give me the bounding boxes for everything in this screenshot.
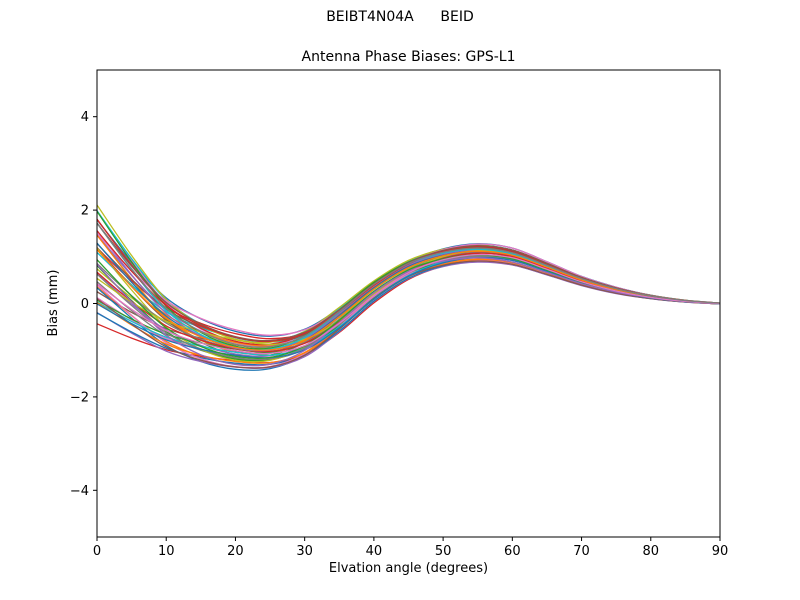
series-line <box>97 254 720 360</box>
x-tick-label-80: 80 <box>643 544 660 559</box>
series-line <box>97 222 720 342</box>
y-tick-label-4: 4 <box>81 110 89 125</box>
x-tick-label-20: 20 <box>227 544 244 559</box>
x-tick-label-50: 50 <box>435 544 452 559</box>
x-axis-label: Elvation angle (degrees) <box>328 561 489 576</box>
series-line <box>97 257 720 367</box>
x-tick-label-40: 40 <box>366 544 383 559</box>
x-tick-label-60: 60 <box>504 544 521 559</box>
series-line <box>97 260 720 371</box>
axes-box <box>96 69 721 538</box>
x-tick-label-70: 70 <box>573 544 590 559</box>
series-group <box>97 204 720 371</box>
axes-title: Antenna Phase Biases: GPS-L1 <box>301 49 516 65</box>
y-axis-label: Bias (mm) <box>46 269 61 337</box>
y-tick-label--2: −2 <box>70 390 89 405</box>
x-tick-label-30: 30 <box>296 544 313 559</box>
x-tick-label-0: 0 <box>93 544 101 559</box>
x-tick-label-90: 90 <box>712 544 729 559</box>
figure-suptitle: BEIBT4N04A BEID <box>326 9 474 25</box>
series-line <box>97 253 720 355</box>
y-tick-label-0: 0 <box>81 297 89 312</box>
series-line <box>97 222 720 348</box>
series-line <box>97 230 720 343</box>
y-tick-label-2: 2 <box>81 204 89 219</box>
x-tick-label-10: 10 <box>158 544 175 559</box>
series-line <box>97 249 720 351</box>
y-tick-label--4: −4 <box>70 484 89 499</box>
